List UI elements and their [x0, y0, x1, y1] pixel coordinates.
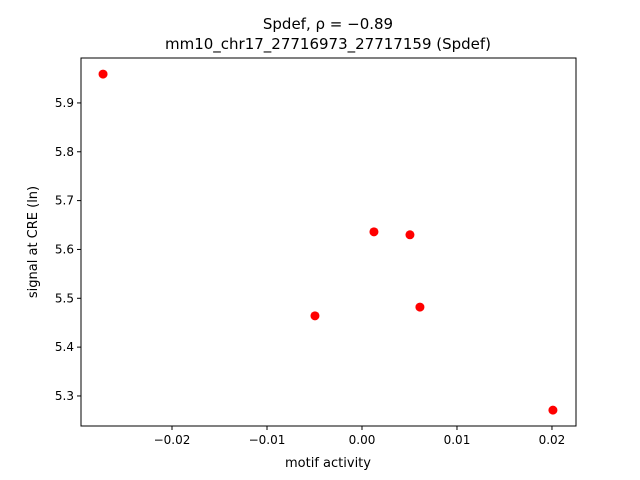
- y-tick-label: 5.6: [55, 242, 74, 256]
- x-tick-label: 0.01: [444, 433, 471, 447]
- plot-frame: [80, 57, 577, 427]
- point: [98, 69, 108, 79]
- chart-title: Spdef, ρ = −0.89: [263, 15, 393, 33]
- x-tick-label: −0.02: [154, 433, 191, 447]
- y-tick-label: 5.5: [55, 291, 74, 305]
- y-tick-label: 5.7: [55, 194, 74, 208]
- y-tick-label: 5.3: [55, 389, 74, 403]
- x-tick-label: −0.01: [249, 433, 286, 447]
- point: [405, 230, 415, 240]
- y-axis-label: signal at CRE (ln): [26, 186, 41, 298]
- point: [310, 311, 320, 321]
- y-tick-label: 5.4: [55, 340, 74, 354]
- chart-subtitle: mm10_chr17_27716973_27717159 (Spdef): [165, 35, 491, 54]
- x-axis-label: motif activity: [285, 456, 371, 471]
- y-tick-label: 5.9: [55, 96, 74, 110]
- x-tick-label: 0.02: [539, 433, 566, 447]
- y-tick-label: 5.8: [55, 145, 74, 159]
- point: [369, 227, 379, 237]
- point: [415, 302, 425, 312]
- x-tick-label: 0.00: [349, 433, 376, 447]
- point: [548, 405, 558, 415]
